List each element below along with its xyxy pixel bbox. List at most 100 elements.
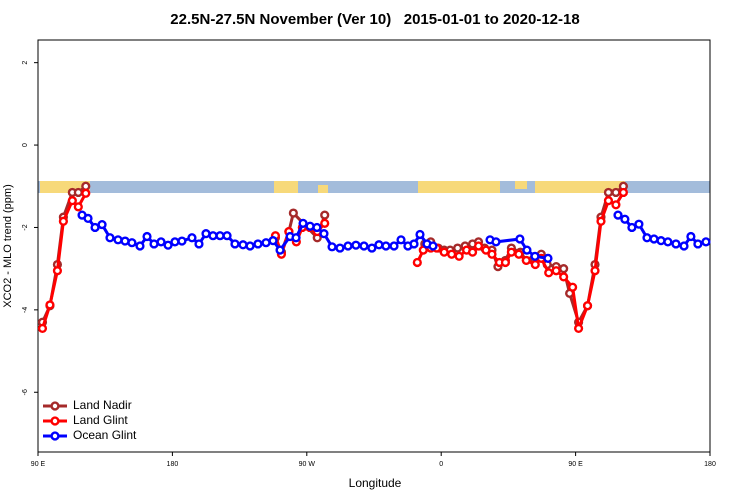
x-tick-label: 90 E xyxy=(568,461,583,468)
data-point xyxy=(701,237,711,247)
data-point xyxy=(611,187,621,198)
land-patch xyxy=(318,185,328,193)
y-tick-label: -2 xyxy=(22,224,29,230)
data-point xyxy=(409,239,419,249)
data-point xyxy=(105,233,115,243)
data-point xyxy=(515,234,525,244)
data-point xyxy=(245,241,255,251)
data-point xyxy=(230,239,240,249)
data-point xyxy=(530,259,540,270)
x-tick-label: 180 xyxy=(167,461,179,468)
legend-marker xyxy=(50,401,60,411)
data-point xyxy=(663,237,673,247)
x-tick-label: 0 xyxy=(439,461,443,468)
data-point xyxy=(58,216,68,226)
data-point xyxy=(37,323,48,334)
legend-label: Land Glint xyxy=(73,413,128,427)
data-point xyxy=(156,237,166,247)
data-point xyxy=(559,272,569,282)
series-line xyxy=(81,213,707,260)
data-point xyxy=(275,245,285,255)
data-point xyxy=(67,196,77,206)
land-patch xyxy=(418,181,500,193)
y-tick-label: -6 xyxy=(22,389,29,395)
plot-frame xyxy=(37,39,711,453)
y-axis-label: XCO2 - MLO trend (ppm) xyxy=(2,184,14,307)
data-point xyxy=(613,210,623,220)
data-point xyxy=(215,231,225,241)
data-point xyxy=(127,238,137,248)
data-point xyxy=(208,231,218,241)
data-point xyxy=(142,231,152,242)
data-point xyxy=(163,240,173,250)
data-point xyxy=(170,237,180,247)
data-point xyxy=(679,241,689,251)
data-point xyxy=(453,243,463,253)
data-point xyxy=(359,241,369,251)
data-point xyxy=(481,245,491,255)
data-point xyxy=(253,239,263,249)
data-point xyxy=(543,253,553,263)
data-point xyxy=(693,239,703,249)
data-point xyxy=(551,266,561,276)
data-point xyxy=(81,181,91,191)
data-point xyxy=(642,233,652,243)
data-point xyxy=(335,243,345,253)
data-point xyxy=(487,249,497,259)
data-point xyxy=(320,210,330,220)
data-point xyxy=(439,247,449,257)
data-point xyxy=(500,257,511,268)
data-point xyxy=(686,231,696,242)
data-point xyxy=(603,196,614,206)
data-point xyxy=(291,233,301,243)
data-point xyxy=(415,229,425,240)
data-point xyxy=(288,208,298,218)
data-point xyxy=(367,243,377,253)
data-point xyxy=(73,202,83,212)
legend-label: Land Nadir xyxy=(73,398,132,412)
data-point xyxy=(73,187,83,198)
data-point xyxy=(135,241,145,251)
data-point xyxy=(596,216,606,226)
data-point xyxy=(327,242,337,252)
legend-marker xyxy=(50,431,60,441)
data-point xyxy=(81,188,91,198)
data-point xyxy=(514,249,524,259)
data-point xyxy=(261,238,271,248)
data-point xyxy=(45,300,55,310)
data-point xyxy=(343,241,353,251)
data-point xyxy=(559,264,569,274)
data-point xyxy=(447,249,457,259)
legend-label: Ocean Glint xyxy=(73,428,137,442)
data-point xyxy=(428,241,438,251)
legend-marker xyxy=(50,416,60,426)
data-point xyxy=(222,231,232,241)
data-point xyxy=(530,251,540,261)
data-point xyxy=(522,245,532,255)
data-point xyxy=(573,323,584,334)
data-point xyxy=(454,251,464,261)
data-point xyxy=(627,222,637,233)
data-point xyxy=(634,219,644,229)
data-point xyxy=(351,240,361,250)
data-point xyxy=(194,239,204,249)
data-point xyxy=(374,240,384,250)
x-tick-label: 180 xyxy=(704,461,716,468)
data-point xyxy=(590,266,600,276)
data-point xyxy=(618,187,628,198)
data-point xyxy=(83,213,93,223)
data-point xyxy=(396,235,406,245)
data-point xyxy=(656,236,666,246)
data-point xyxy=(320,218,330,228)
data-point xyxy=(201,229,211,239)
data-point xyxy=(506,247,516,257)
data-point xyxy=(412,257,422,268)
data-point xyxy=(381,241,391,251)
data-point xyxy=(491,237,501,247)
data-point xyxy=(177,236,187,246)
data-point xyxy=(319,229,329,239)
data-point xyxy=(544,268,554,278)
